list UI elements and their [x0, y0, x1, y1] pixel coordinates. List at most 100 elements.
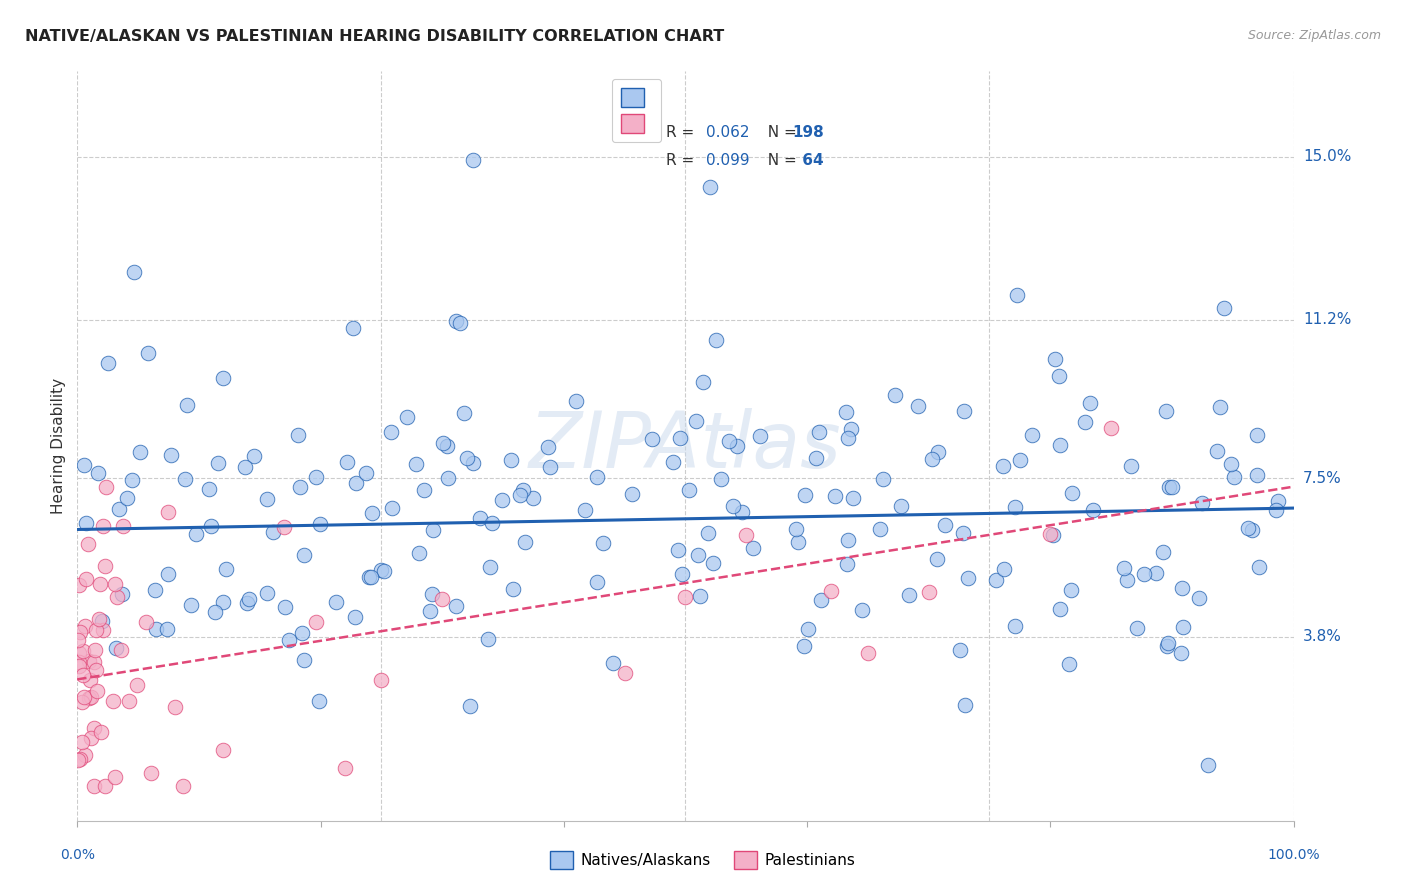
Point [370, 563, 392, 577]
Text: 0.062: 0.062 [706, 125, 749, 140]
Point [477, 632, 499, 646]
Point [412, 483, 434, 497]
Point [1187, 591, 1209, 606]
Point [174, 472, 197, 486]
Point [436, 471, 458, 485]
Point [91, 614, 114, 628]
Point [807, 425, 830, 439]
Point [1237, 521, 1260, 535]
Point [197, 482, 219, 496]
Point [1152, 545, 1174, 559]
Point [837, 557, 859, 571]
Point [1119, 459, 1142, 474]
Point [136, 345, 159, 359]
Point [797, 622, 820, 636]
Point [292, 548, 315, 562]
Point [668, 431, 690, 445]
Point [344, 475, 367, 490]
Point [1249, 560, 1271, 574]
Point [592, 536, 614, 550]
Point [305, 470, 328, 484]
Point [274, 599, 297, 614]
Point [835, 405, 858, 419]
Point [172, 780, 194, 794]
Point [1005, 288, 1028, 302]
Point [806, 450, 828, 465]
Point [112, 519, 135, 533]
Point [481, 516, 503, 531]
Point [287, 428, 309, 442]
Point [94, 558, 117, 573]
Point [1049, 438, 1071, 452]
Point [1047, 369, 1070, 384]
Point [1083, 502, 1105, 516]
Point [238, 592, 260, 607]
Point [290, 480, 312, 494]
Point [356, 466, 378, 480]
Point [97, 356, 120, 370]
Text: 100.0%: 100.0% [1267, 848, 1320, 863]
Point [1021, 427, 1043, 442]
Point [79, 690, 101, 704]
Point [127, 677, 149, 691]
Point [215, 562, 238, 576]
Point [953, 404, 976, 418]
Point [357, 570, 380, 584]
Point [872, 472, 894, 486]
Text: 198: 198 [793, 125, 824, 140]
Point [704, 333, 727, 347]
Point [786, 534, 808, 549]
Point [685, 414, 707, 428]
Point [135, 615, 157, 629]
Point [91, 623, 114, 637]
Point [491, 493, 513, 508]
Point [184, 527, 207, 541]
Point [1170, 646, 1192, 660]
Point [212, 742, 235, 756]
Point [79, 731, 101, 745]
Point [991, 458, 1014, 473]
Point [67, 655, 90, 669]
Point [77, 691, 100, 706]
Point [678, 483, 700, 497]
Point [333, 761, 356, 775]
Point [204, 605, 226, 619]
Point [1157, 480, 1180, 494]
Point [200, 519, 222, 533]
Point [856, 646, 879, 660]
Point [1060, 582, 1083, 597]
Point [405, 457, 427, 471]
Point [907, 399, 929, 413]
Point [735, 528, 758, 542]
Point [381, 500, 404, 515]
Point [121, 473, 143, 487]
Point [83, 655, 105, 669]
Point [883, 388, 905, 402]
Point [934, 518, 956, 533]
Point [478, 559, 501, 574]
Point [1042, 527, 1064, 541]
Point [921, 452, 943, 467]
Point [1197, 758, 1219, 772]
Point [73, 690, 96, 705]
Point [785, 522, 807, 536]
Text: R =: R = [666, 125, 699, 140]
Point [986, 573, 1008, 587]
Point [84, 643, 107, 657]
Point [717, 434, 740, 449]
Point [793, 640, 815, 654]
Point [343, 610, 366, 624]
Point [73, 458, 96, 472]
Point [145, 622, 167, 636]
Point [336, 455, 359, 469]
Point [602, 656, 624, 670]
Point [621, 486, 644, 500]
Point [640, 432, 662, 446]
Text: N =: N = [758, 125, 801, 140]
Text: 64: 64 [797, 153, 824, 168]
Point [420, 587, 443, 601]
Legend: , : , [613, 79, 661, 142]
Point [1156, 639, 1178, 653]
Point [794, 488, 817, 502]
Point [67, 753, 90, 767]
